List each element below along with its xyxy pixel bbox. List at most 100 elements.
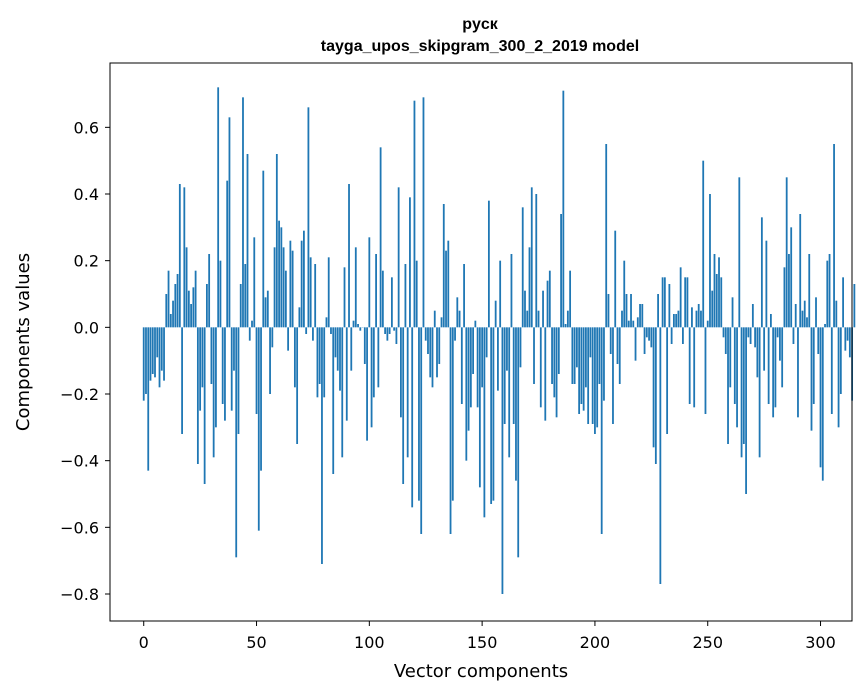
bar bbox=[763, 327, 766, 371]
bar bbox=[564, 324, 567, 328]
bar bbox=[663, 277, 666, 328]
bar bbox=[551, 327, 553, 384]
bar bbox=[828, 254, 831, 328]
bar bbox=[670, 327, 673, 344]
bar bbox=[826, 260, 829, 328]
bar bbox=[221, 327, 224, 404]
bar bbox=[742, 327, 745, 444]
bar bbox=[354, 247, 357, 328]
bar bbox=[469, 327, 472, 408]
bar bbox=[797, 327, 799, 418]
bar bbox=[517, 327, 520, 558]
bar bbox=[837, 327, 840, 428]
bar bbox=[307, 107, 310, 328]
bar bbox=[666, 327, 669, 434]
bar bbox=[623, 260, 626, 328]
bar bbox=[711, 290, 714, 328]
bar bbox=[846, 327, 849, 341]
bar bbox=[224, 327, 226, 421]
bar bbox=[149, 327, 152, 381]
bar bbox=[271, 327, 274, 348]
bar bbox=[528, 247, 531, 328]
x-axis-label: Vector components bbox=[394, 661, 568, 682]
bar bbox=[781, 327, 784, 388]
bar bbox=[352, 320, 355, 328]
bar bbox=[808, 254, 811, 328]
bar bbox=[492, 327, 495, 501]
bar bbox=[767, 327, 770, 404]
bar bbox=[575, 327, 578, 368]
bar bbox=[659, 327, 662, 584]
y-tick-label: −0.8 bbox=[60, 585, 99, 604]
bar bbox=[481, 327, 484, 388]
bar bbox=[451, 327, 454, 501]
y-tick-label: 0.2 bbox=[74, 252, 99, 271]
bar bbox=[548, 270, 551, 328]
bar bbox=[691, 307, 693, 328]
bar bbox=[343, 267, 346, 328]
bar bbox=[618, 327, 621, 384]
bar bbox=[296, 327, 299, 444]
bar bbox=[738, 177, 741, 328]
bar bbox=[785, 177, 788, 328]
bar bbox=[278, 220, 280, 328]
bar bbox=[467, 327, 470, 431]
bar bbox=[246, 154, 249, 328]
bar bbox=[201, 327, 204, 388]
bar bbox=[174, 284, 177, 328]
bar bbox=[519, 327, 522, 368]
bar bbox=[555, 327, 558, 418]
plot-frame bbox=[109, 62, 853, 622]
bar bbox=[465, 327, 468, 461]
bar bbox=[474, 320, 477, 328]
bar bbox=[456, 297, 459, 328]
bar bbox=[582, 327, 585, 411]
bar bbox=[639, 304, 641, 328]
bar bbox=[844, 327, 847, 351]
bar bbox=[546, 280, 549, 328]
bar bbox=[506, 327, 508, 371]
bar bbox=[350, 327, 353, 371]
bar bbox=[566, 310, 569, 328]
bar bbox=[289, 240, 292, 328]
bar bbox=[501, 327, 504, 594]
bar bbox=[485, 327, 488, 358]
x-tick-label: 50 bbox=[246, 633, 266, 652]
x-tick-label: 100 bbox=[354, 633, 385, 652]
bar bbox=[812, 327, 815, 404]
y-tick-label: 0.4 bbox=[74, 185, 99, 204]
bar bbox=[298, 307, 301, 328]
bar bbox=[431, 327, 434, 388]
bar bbox=[585, 327, 587, 388]
bar bbox=[544, 327, 547, 421]
bar bbox=[693, 327, 696, 408]
bar bbox=[357, 324, 359, 328]
bar bbox=[427, 327, 429, 354]
bar bbox=[316, 327, 319, 398]
bar bbox=[395, 327, 398, 344]
bar bbox=[460, 327, 463, 404]
chart-title-line-2: tayga_upos_skipgram_300_2_2019 model bbox=[321, 38, 639, 55]
bar bbox=[303, 230, 305, 328]
bar bbox=[237, 327, 240, 434]
bar bbox=[212, 327, 215, 458]
bar bbox=[215, 327, 217, 428]
bar bbox=[280, 227, 283, 328]
bar bbox=[359, 327, 362, 331]
x-axis-ticks: 0 50 100 150 200 250 300 bbox=[139, 621, 836, 652]
bar bbox=[242, 97, 244, 328]
bar bbox=[645, 327, 648, 338]
bar bbox=[772, 327, 775, 418]
bar bbox=[675, 314, 678, 328]
bar bbox=[429, 327, 432, 378]
bar bbox=[226, 180, 229, 328]
bar bbox=[594, 327, 596, 434]
bar bbox=[442, 204, 445, 328]
bar bbox=[454, 327, 456, 341]
bar bbox=[420, 327, 423, 534]
bar bbox=[370, 327, 373, 428]
bar bbox=[614, 230, 617, 328]
bar bbox=[769, 314, 772, 328]
bar bbox=[185, 247, 188, 328]
